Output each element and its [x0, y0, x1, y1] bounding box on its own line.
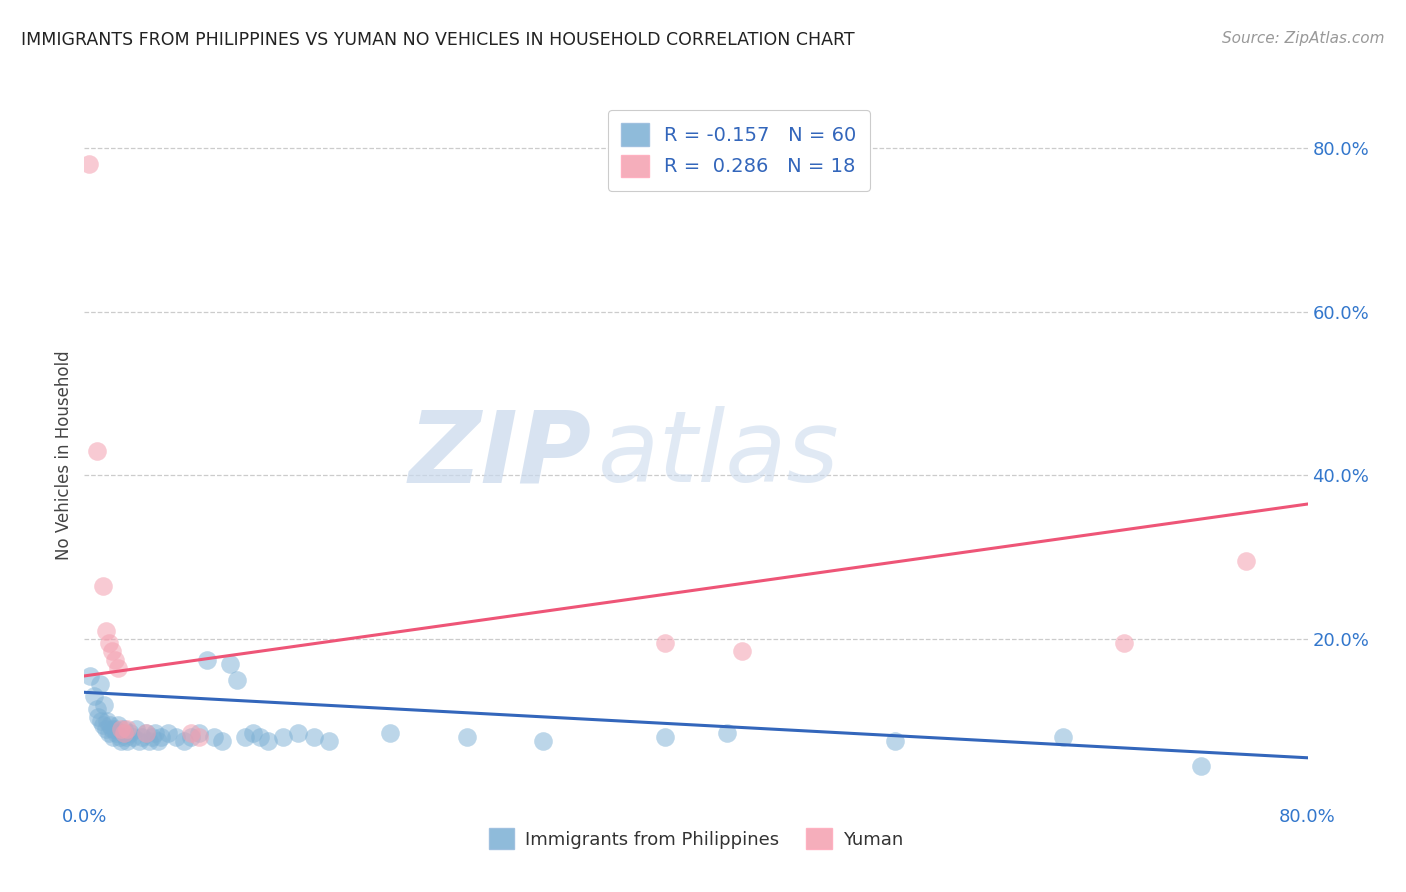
- Point: [731, 644, 754, 658]
- Point: [122, 731, 145, 745]
- Text: atlas: atlas: [598, 407, 839, 503]
- Point: [101, 722, 124, 736]
- Point: [93, 698, 115, 712]
- Point: [115, 722, 138, 736]
- Point: [180, 731, 202, 745]
- Point: [1114, 636, 1136, 650]
- Point: [91, 718, 114, 732]
- Point: [110, 722, 132, 736]
- Point: [79, 669, 101, 683]
- Point: [112, 726, 135, 740]
- Point: [141, 731, 163, 745]
- Point: [120, 726, 142, 740]
- Point: [188, 731, 211, 745]
- Point: [125, 722, 148, 736]
- Text: Source: ZipAtlas.com: Source: ZipAtlas.com: [1222, 31, 1385, 46]
- Text: ZIP: ZIP: [409, 407, 592, 503]
- Point: [165, 731, 187, 745]
- Point: [96, 714, 118, 728]
- Point: [104, 722, 127, 736]
- Point: [302, 731, 325, 745]
- Point: [716, 726, 738, 740]
- Point: [202, 731, 225, 745]
- Point: [218, 657, 240, 671]
- Point: [107, 718, 129, 732]
- Point: [380, 726, 402, 740]
- Point: [115, 734, 138, 748]
- Point: [97, 726, 120, 740]
- Point: [135, 726, 157, 740]
- Point: [131, 731, 153, 745]
- Point: [86, 701, 108, 715]
- Point: [135, 726, 157, 740]
- Point: [180, 726, 202, 740]
- Point: [531, 734, 554, 748]
- Point: [98, 718, 121, 732]
- Point: [456, 731, 478, 745]
- Point: [103, 731, 125, 745]
- Point: [242, 726, 264, 740]
- Point: [89, 677, 111, 691]
- Text: IMMIGRANTS FROM PHILIPPINES VS YUMAN NO VEHICLES IN HOUSEHOLD CORRELATION CHART: IMMIGRANTS FROM PHILIPPINES VS YUMAN NO …: [21, 31, 855, 49]
- Point: [1052, 731, 1074, 745]
- Point: [91, 579, 114, 593]
- Point: [195, 652, 218, 666]
- Point: [271, 731, 294, 745]
- Point: [108, 731, 131, 745]
- Point: [226, 673, 249, 687]
- Point: [128, 734, 150, 748]
- Point: [111, 726, 134, 740]
- Point: [97, 636, 120, 650]
- Point: [86, 443, 108, 458]
- Point: [94, 722, 117, 736]
- Point: [112, 722, 135, 736]
- Point: [654, 636, 676, 650]
- Point: [90, 714, 112, 728]
- Point: [107, 661, 129, 675]
- Point: [188, 726, 211, 740]
- Point: [654, 731, 676, 745]
- Point: [1189, 759, 1212, 773]
- Point: [94, 624, 117, 638]
- Point: [233, 731, 256, 745]
- Point: [105, 726, 128, 740]
- Point: [87, 710, 110, 724]
- Point: [287, 726, 309, 740]
- Point: [211, 734, 233, 748]
- Point: [110, 734, 132, 748]
- Point: [143, 726, 166, 740]
- Point: [83, 690, 105, 704]
- Y-axis label: No Vehicles in Household: No Vehicles in Household: [55, 350, 73, 560]
- Point: [173, 734, 195, 748]
- Point: [157, 726, 180, 740]
- Point: [104, 652, 127, 666]
- Point: [883, 734, 905, 748]
- Point: [114, 731, 136, 745]
- Legend: Immigrants from Philippines, Yuman: Immigrants from Philippines, Yuman: [482, 822, 910, 856]
- Point: [318, 734, 340, 748]
- Point: [101, 644, 124, 658]
- Point: [149, 731, 172, 745]
- Point: [138, 734, 160, 748]
- Point: [257, 734, 280, 748]
- Point: [77, 157, 100, 171]
- Point: [249, 731, 271, 745]
- Point: [146, 734, 169, 748]
- Point: [1236, 554, 1258, 568]
